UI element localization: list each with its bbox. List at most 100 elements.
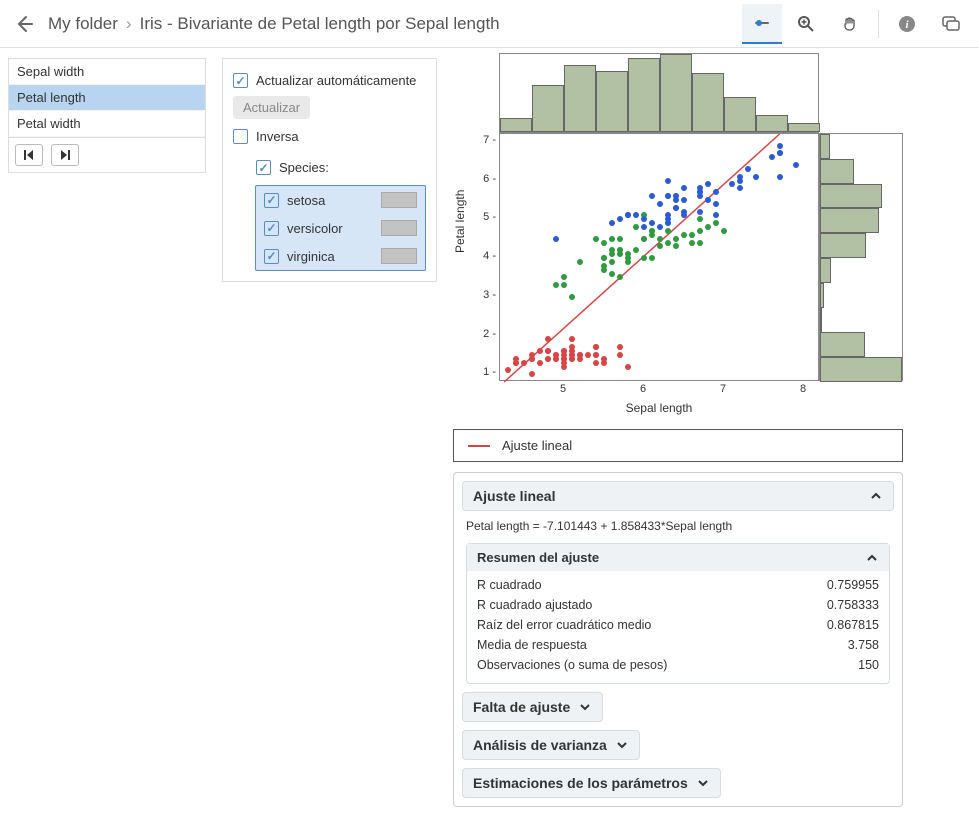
chevron-up-icon bbox=[869, 489, 883, 503]
species-item-checkbox[interactable] bbox=[264, 249, 279, 264]
scatter-point bbox=[721, 228, 727, 234]
variable-item[interactable]: Sepal width bbox=[9, 59, 205, 85]
scatter-point bbox=[737, 185, 743, 191]
scatter-point bbox=[649, 255, 655, 261]
right-marginal-histogram bbox=[819, 133, 903, 381]
scatter-point bbox=[609, 271, 615, 277]
scatter-point bbox=[769, 154, 775, 160]
scatter-point bbox=[585, 352, 591, 358]
hist-bar bbox=[532, 85, 564, 132]
scatter-point bbox=[657, 243, 663, 249]
hist-bar bbox=[596, 71, 628, 132]
scatter-point bbox=[593, 236, 599, 242]
hist-bar bbox=[660, 54, 692, 132]
scatter-point bbox=[665, 240, 671, 246]
y-tick: 5 - bbox=[456, 211, 496, 223]
x-tick: 8 bbox=[788, 383, 818, 395]
species-color-swatch[interactable] bbox=[381, 220, 417, 236]
scatter-point bbox=[697, 240, 703, 246]
scatter-point bbox=[673, 205, 679, 211]
scatter-point bbox=[601, 360, 607, 366]
breadcrumb-folder[interactable]: My folder bbox=[48, 14, 118, 34]
collapsed-section-header[interactable]: Estimaciones de los parámetros bbox=[462, 768, 721, 798]
hist-bar bbox=[724, 97, 756, 132]
scatter-point bbox=[633, 212, 639, 218]
scatter-point bbox=[553, 282, 559, 288]
selection-tool-button[interactable] bbox=[742, 4, 782, 44]
chat-button[interactable] bbox=[931, 4, 971, 44]
species-item-label: versicolor bbox=[287, 221, 373, 236]
species-color-swatch[interactable] bbox=[381, 248, 417, 264]
update-button[interactable]: Actualizar bbox=[233, 96, 310, 119]
scatter-point bbox=[665, 228, 671, 234]
info-button[interactable]: i bbox=[887, 4, 927, 44]
scatter-point bbox=[649, 232, 655, 238]
auto-update-checkbox[interactable] bbox=[233, 73, 248, 88]
variable-item[interactable]: Petal length bbox=[9, 85, 205, 111]
scatter-point bbox=[673, 236, 679, 242]
stat-row: Media de respuesta3.758 bbox=[467, 635, 889, 655]
scatter-point bbox=[537, 360, 543, 366]
scatter-point bbox=[697, 216, 703, 222]
scatter-point bbox=[729, 181, 735, 187]
scatter-point bbox=[609, 220, 615, 226]
y-tick: 7 - bbox=[456, 134, 496, 146]
scatter-point bbox=[641, 216, 647, 222]
y-tick: 4 - bbox=[456, 250, 496, 262]
variable-item[interactable]: Petal width bbox=[9, 111, 205, 137]
species-item-checkbox[interactable] bbox=[264, 193, 279, 208]
hist-bar bbox=[820, 357, 902, 382]
scatter-point bbox=[665, 193, 671, 199]
scatter-point bbox=[609, 247, 615, 253]
species-checkbox[interactable] bbox=[256, 160, 271, 175]
scatter-point bbox=[777, 143, 783, 149]
hist-bar bbox=[756, 115, 788, 132]
species-color-swatch[interactable] bbox=[381, 192, 417, 208]
x-tick: 7 bbox=[708, 383, 738, 395]
scatter-point bbox=[793, 162, 799, 168]
scatter-point bbox=[713, 189, 719, 195]
prev-button[interactable] bbox=[15, 144, 43, 166]
scatter-point bbox=[777, 174, 783, 180]
hist-bar bbox=[692, 73, 724, 132]
scatter-point bbox=[737, 178, 743, 184]
scatter-point bbox=[545, 356, 551, 362]
scatter-point bbox=[617, 236, 623, 242]
collapsed-section-header[interactable]: Falta de ajuste bbox=[462, 692, 603, 722]
species-item-checkbox[interactable] bbox=[264, 221, 279, 236]
linear-fit-header[interactable]: Ajuste lineal bbox=[462, 481, 894, 511]
hist-bar bbox=[820, 159, 854, 184]
x-tick: 6 bbox=[628, 383, 658, 395]
scatter-point bbox=[633, 224, 639, 230]
pan-tool-button[interactable] bbox=[830, 4, 870, 44]
scatter-point bbox=[657, 236, 663, 242]
scatter-point bbox=[617, 216, 623, 222]
species-item-label: setosa bbox=[287, 193, 373, 208]
y-tick: 6 - bbox=[456, 173, 496, 185]
hist-bar bbox=[820, 308, 822, 333]
scatter-point bbox=[577, 352, 583, 358]
hist-bar bbox=[820, 283, 824, 308]
scatter-point bbox=[673, 243, 679, 249]
top-marginal-histogram bbox=[499, 53, 819, 133]
collapsed-section-header[interactable]: Análisis de varianza bbox=[462, 730, 640, 760]
scatter-point bbox=[561, 282, 567, 288]
breadcrumb-title: Iris - Bivariante de Petal length por Se… bbox=[140, 14, 500, 34]
y-tick: 3 - bbox=[456, 289, 496, 301]
zoom-tool-button[interactable] bbox=[786, 4, 826, 44]
next-button[interactable] bbox=[51, 144, 79, 166]
scatter-point bbox=[697, 209, 703, 215]
inverse-checkbox[interactable] bbox=[233, 129, 248, 144]
scatter-point bbox=[625, 255, 631, 261]
scatter-point bbox=[649, 220, 655, 226]
scatter-point bbox=[705, 197, 711, 203]
summary-header[interactable]: Resumen del ajuste bbox=[467, 544, 889, 571]
stat-row: R cuadrado ajustado0.758333 bbox=[467, 595, 889, 615]
scatter-point bbox=[665, 178, 671, 184]
scatter-point bbox=[553, 356, 559, 362]
scatter-point bbox=[513, 360, 519, 366]
hist-bar bbox=[820, 233, 866, 258]
species-item-label: virginica bbox=[287, 249, 373, 264]
scatter-point bbox=[601, 255, 607, 261]
back-button[interactable] bbox=[8, 8, 40, 40]
